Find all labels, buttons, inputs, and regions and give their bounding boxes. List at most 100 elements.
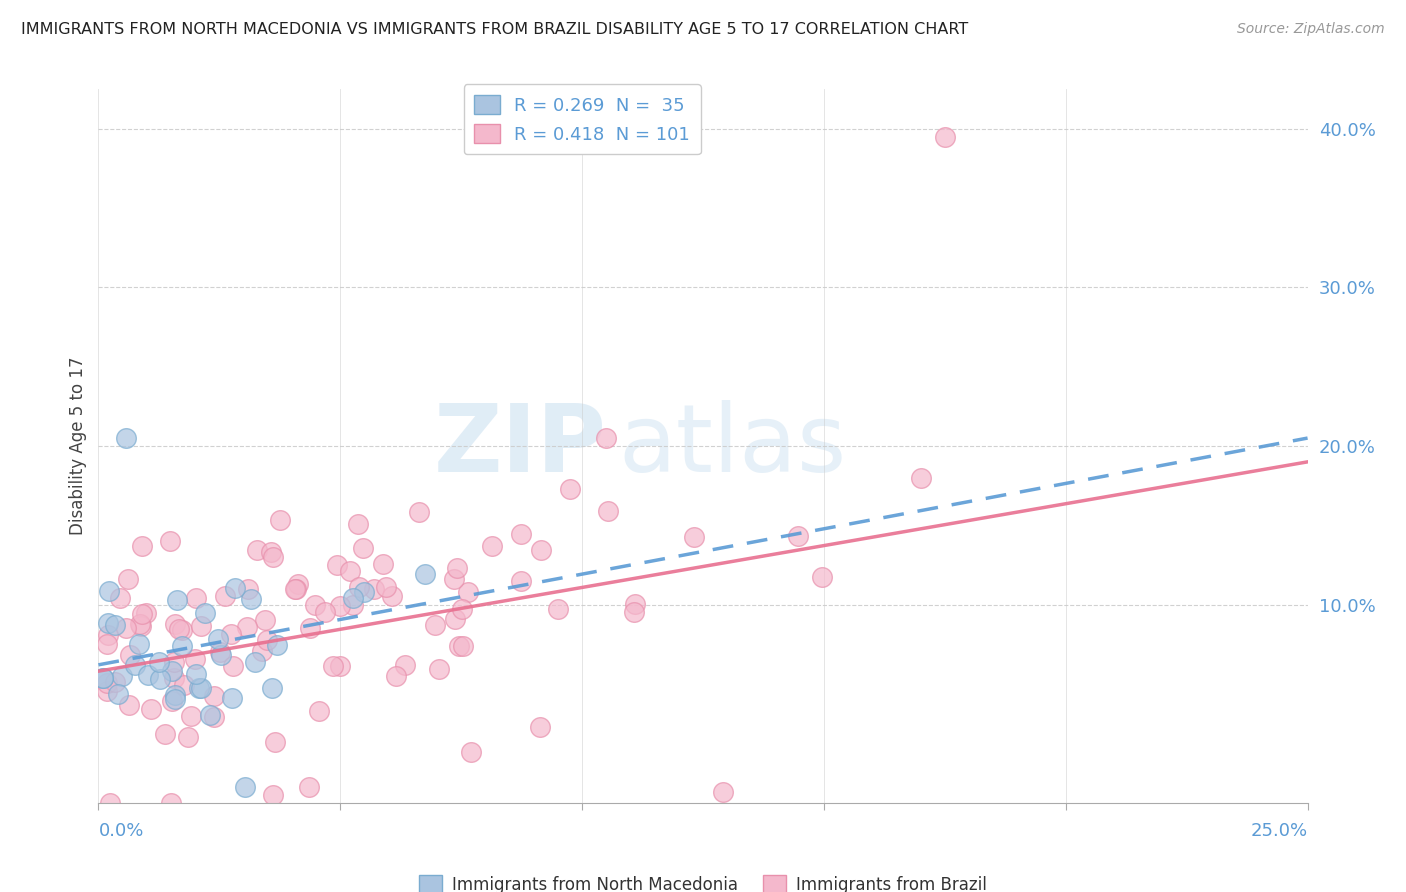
Point [96, 675, 118, 690]
Point [184, 652, 207, 666]
Point [329, 659, 352, 673]
Point [322, 659, 344, 673]
Text: 0.0%: 0.0% [98, 822, 143, 840]
Point [117, 698, 139, 712]
Point [481, 539, 503, 553]
Point [239, 592, 262, 607]
Point [262, 549, 284, 564]
Point [200, 708, 222, 723]
Point [221, 691, 243, 706]
Point [443, 572, 465, 586]
Point [444, 612, 467, 626]
Point [246, 543, 269, 558]
Point [202, 690, 225, 704]
Point [96, 627, 118, 641]
Point [224, 582, 246, 596]
Point [595, 431, 617, 445]
Point [347, 581, 370, 595]
Text: Source: ZipAtlas.com: Source: ZipAtlas.com [1237, 22, 1385, 37]
Point [326, 558, 349, 573]
Point [104, 618, 127, 632]
Point [98, 796, 121, 810]
Point [91, 671, 114, 685]
Point [460, 745, 482, 759]
Point [371, 557, 394, 571]
Point [149, 672, 172, 686]
Point [624, 597, 647, 611]
Point [427, 662, 450, 676]
Point [159, 534, 181, 549]
Point [314, 605, 336, 619]
Point [173, 678, 195, 692]
Point [111, 669, 134, 683]
Point [170, 639, 193, 653]
Point [153, 727, 176, 741]
Point [347, 517, 370, 532]
Point [165, 617, 187, 632]
Point [159, 796, 181, 810]
Point [408, 505, 430, 519]
Point [353, 585, 375, 599]
Y-axis label: Disability Age 5 to 17: Disability Age 5 to 17 [69, 357, 87, 535]
Point [97, 584, 120, 599]
Point [256, 632, 278, 647]
Point [235, 780, 257, 794]
Point [260, 544, 283, 558]
Point [188, 681, 211, 695]
Point [160, 664, 183, 678]
Point [711, 785, 734, 799]
Point [221, 658, 243, 673]
Point [194, 606, 217, 620]
Point [163, 656, 186, 670]
Point [114, 431, 136, 445]
Point [787, 529, 810, 543]
Point [529, 720, 551, 734]
Point [166, 593, 188, 607]
Point [115, 621, 138, 635]
Point [446, 561, 468, 575]
Text: 25.0%: 25.0% [1250, 822, 1308, 840]
Point [190, 681, 212, 695]
Point [163, 688, 186, 702]
Point [262, 788, 284, 802]
Point [342, 591, 364, 606]
Point [107, 686, 129, 700]
Point [117, 572, 139, 586]
Point [177, 730, 200, 744]
Point [108, 591, 131, 606]
Point [180, 708, 202, 723]
Point [423, 618, 446, 632]
Point [124, 657, 146, 672]
Point [236, 582, 259, 596]
Point [266, 638, 288, 652]
Point [509, 527, 531, 541]
Point [254, 613, 277, 627]
Point [135, 606, 157, 620]
Point [394, 657, 416, 672]
Text: atlas: atlas [619, 400, 846, 492]
Point [91, 671, 114, 685]
Point [118, 648, 141, 662]
Point [128, 637, 150, 651]
Point [287, 577, 309, 591]
Point [97, 615, 120, 630]
Point [184, 591, 207, 606]
Point [148, 655, 170, 669]
Point [558, 482, 581, 496]
Point [449, 639, 471, 653]
Point [131, 539, 153, 553]
Point [269, 512, 291, 526]
Point [96, 637, 118, 651]
Point [245, 655, 267, 669]
Point [190, 619, 212, 633]
Point [167, 623, 190, 637]
Point [128, 617, 150, 632]
Point [598, 504, 620, 518]
Point [510, 574, 533, 588]
Point [202, 710, 225, 724]
Text: ZIP: ZIP [433, 400, 606, 492]
Point [214, 590, 236, 604]
Point [910, 471, 932, 485]
Point [498, 129, 520, 144]
Point [381, 589, 404, 603]
